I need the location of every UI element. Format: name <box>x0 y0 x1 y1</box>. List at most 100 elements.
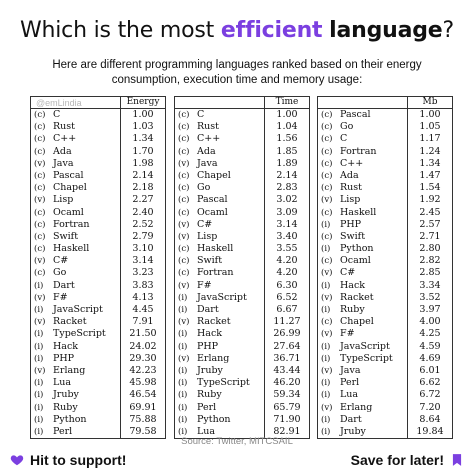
table-row: (c) Ada 1.70 <box>31 145 165 158</box>
save-button[interactable]: Save for later! <box>351 452 464 468</box>
row-value: 4.00 <box>407 316 452 329</box>
table-row: (i) Jruby 43.44 <box>175 364 309 378</box>
row-mode: (v) <box>34 256 46 267</box>
table-row: (i) TypeScript 4.69 <box>318 352 452 365</box>
table-row: (c) Pascal 3.02 <box>175 194 309 207</box>
row-mode: (c) <box>321 317 333 328</box>
row-value: 6.62 <box>407 377 452 390</box>
row-language: F# <box>53 291 68 303</box>
row-mode: (i) <box>34 341 44 352</box>
row-mode: (v) <box>178 231 190 242</box>
row-language: Chapel <box>197 169 231 181</box>
table-row: (i) Python 71.90 <box>175 413 309 426</box>
row-value: 4.69 <box>407 352 452 365</box>
table-row: (v) Java 1.98 <box>31 157 165 170</box>
row-mode: (i) <box>321 244 331 255</box>
title-pre: Which is the most <box>19 18 221 43</box>
table-header: Time <box>175 97 309 109</box>
row-mode: (c) <box>178 207 190 218</box>
row-mode: (c) <box>178 170 190 181</box>
row-mode: (i) <box>178 329 188 340</box>
row-language: Java <box>197 157 218 169</box>
row-language: Erlang <box>340 401 373 413</box>
row-mode: (v) <box>178 158 190 169</box>
row-language: Lua <box>340 389 359 401</box>
row-value: 1.17 <box>407 133 452 146</box>
row-value: 11.27 <box>264 316 309 329</box>
table-row: (v) Erlang 7.20 <box>318 401 452 414</box>
table-row: (i) Ruby 3.97 <box>318 304 452 317</box>
row-value: 36.71 <box>264 352 309 365</box>
row-mode: (c) <box>321 134 333 145</box>
row-value: 3.09 <box>264 206 309 219</box>
row-language: C++ <box>197 133 221 145</box>
row-value: 45.98 <box>120 377 165 390</box>
row-mode: (c) <box>34 244 46 255</box>
row-value: 1.98 <box>120 157 165 170</box>
row-language: Swift <box>340 230 366 242</box>
row-value: 75.88 <box>120 413 165 426</box>
row-mode: (i) <box>321 353 331 364</box>
row-value: 3.34 <box>407 279 452 292</box>
table-row: (v) Lisp 3.40 <box>175 230 309 244</box>
table-row: (c) Swift 2.71 <box>318 230 452 244</box>
table-row: (c) Go 2.83 <box>175 182 309 195</box>
table-row: (v) C# 3.14 <box>31 255 165 268</box>
row-mode: (c) <box>34 134 46 145</box>
row-mode: (v) <box>34 365 46 376</box>
memory-header: Mb <box>407 97 452 108</box>
table-row: (c) Ocaml 2.40 <box>31 206 165 219</box>
table-row: (c) C++ 1.34 <box>31 133 165 146</box>
row-value: 1.47 <box>407 169 452 183</box>
row-language: TypeScript <box>197 377 250 389</box>
row-value: 27.64 <box>264 340 309 353</box>
row-language: Ocaml <box>197 206 228 218</box>
table-row: (v) Lisp 1.92 <box>318 194 452 207</box>
row-value: 3.23 <box>120 267 165 280</box>
row-value: 46.20 <box>264 377 309 390</box>
table-row: (c) Haskell 3.55 <box>175 243 309 256</box>
row-language: Hack <box>53 340 79 352</box>
title-highlight: efficient <box>220 18 323 43</box>
row-language: Ocaml <box>53 206 84 218</box>
table-row: (i) Dart 8.64 <box>318 413 452 426</box>
table-row: (v) F# 4.25 <box>318 328 452 341</box>
title-strong: language <box>329 18 443 43</box>
row-value: 1.34 <box>120 133 165 146</box>
row-mode: (c) <box>321 256 333 267</box>
table-row: (c) Haskell 2.45 <box>318 206 452 219</box>
row-language: Racket <box>197 316 231 328</box>
row-mode: (i) <box>34 305 44 315</box>
row-value: 21.50 <box>120 328 165 341</box>
row-language: Ada <box>53 145 72 157</box>
row-value: 1.70 <box>120 145 165 158</box>
table-row: (v) C# 2.85 <box>318 267 452 280</box>
row-mode: (c) <box>321 122 333 133</box>
row-language: C# <box>53 255 69 267</box>
row-language: JavaScript <box>53 304 103 315</box>
support-button[interactable]: Hit to support! <box>10 452 126 468</box>
row-value: 6.67 <box>264 304 309 317</box>
row-value: 6.52 <box>264 291 309 304</box>
table-row: (c) Ada 1.85 <box>175 145 309 158</box>
table-row: (i) TypeScript 21.50 <box>31 328 165 341</box>
table-row: (i) Perl 65.79 <box>175 401 309 414</box>
row-language: Python <box>53 413 87 425</box>
row-value: 2.79 <box>120 230 165 244</box>
table-header: Mb <box>318 97 452 109</box>
row-language: Dart <box>53 279 75 291</box>
row-value: 2.82 <box>407 255 452 268</box>
row-language: JavaScript <box>197 291 247 303</box>
energy-table: Energy (c) C 1.00 (c) Rust 1.03 (c) C++ 1.34 (c) A… <box>30 96 166 440</box>
table-row: (i) TypeScript 46.20 <box>175 377 309 390</box>
table-row: (i) JavaScript 4.45 <box>31 304 165 317</box>
row-language: Fortran <box>340 145 377 157</box>
row-mode: (i) <box>34 402 44 413</box>
table-row: (i) Perl 6.62 <box>318 377 452 390</box>
row-mode: (i) <box>178 378 188 389</box>
row-language: TypeScript <box>53 328 106 340</box>
table-row: (c) Ocaml 3.09 <box>175 206 309 219</box>
row-language: Python <box>340 243 374 255</box>
row-mode: (i) <box>34 390 44 401</box>
table-row: (c) Swift 4.20 <box>175 255 309 268</box>
